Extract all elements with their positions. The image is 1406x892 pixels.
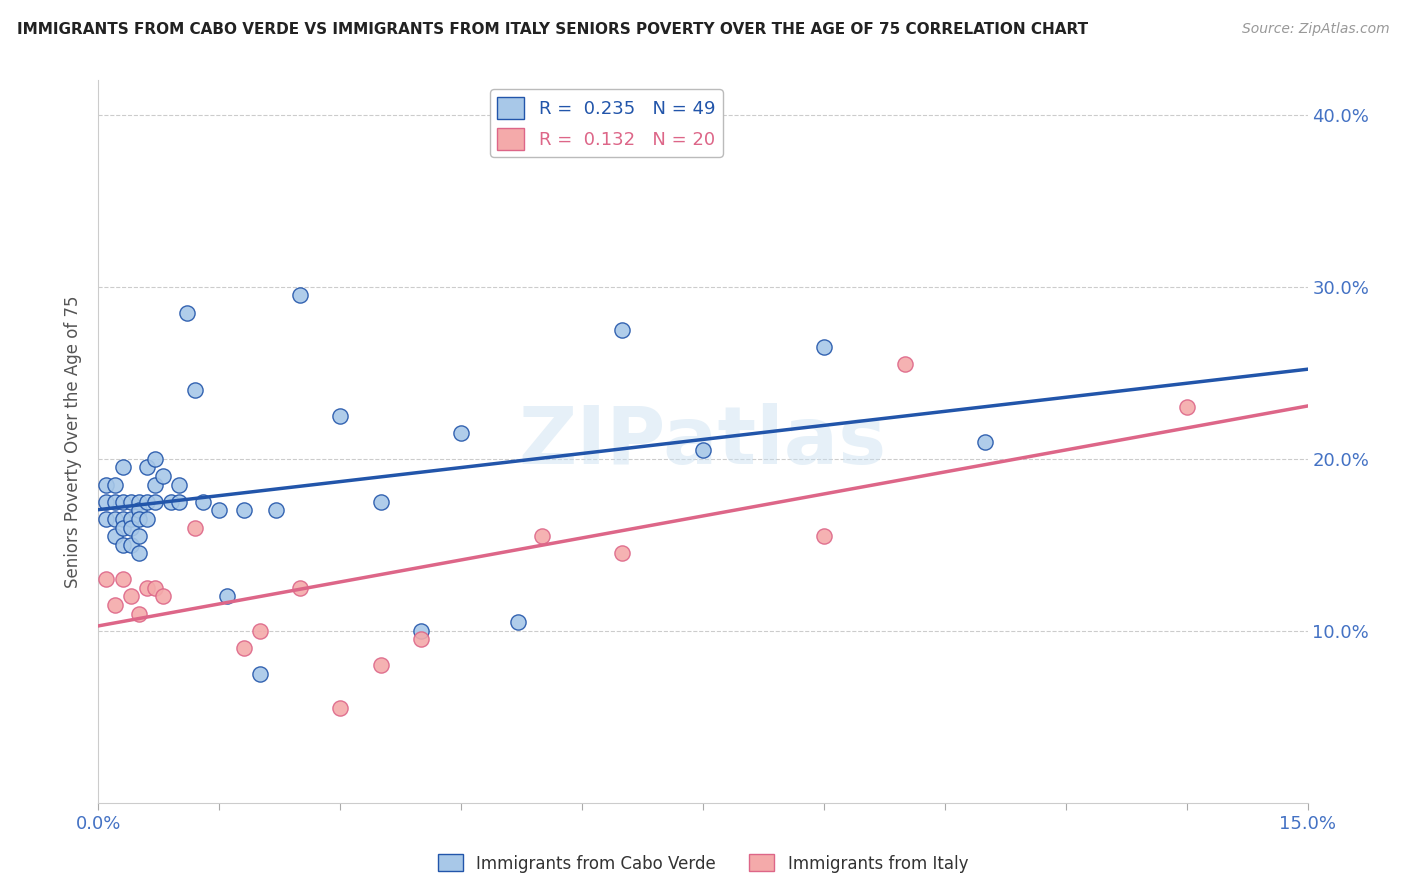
Point <box>692 443 714 458</box>
Point <box>152 469 174 483</box>
Text: Source: ZipAtlas.com: Source: ZipAtlas.com <box>1241 22 1389 37</box>
Point <box>111 538 134 552</box>
Point <box>103 512 125 526</box>
Point <box>120 520 142 534</box>
Point <box>128 512 150 526</box>
Point <box>813 529 835 543</box>
Legend: Immigrants from Cabo Verde, Immigrants from Italy: Immigrants from Cabo Verde, Immigrants f… <box>432 847 974 880</box>
Point <box>193 494 215 508</box>
Point <box>143 494 166 508</box>
Point <box>120 512 142 526</box>
Point <box>974 434 997 449</box>
Point <box>111 494 134 508</box>
Point <box>329 409 352 423</box>
Point <box>152 590 174 604</box>
Point <box>111 512 134 526</box>
Point <box>612 546 634 560</box>
Point <box>184 520 207 534</box>
Point <box>264 503 287 517</box>
Point <box>143 477 166 491</box>
Point <box>184 383 207 397</box>
Point <box>128 494 150 508</box>
Point <box>370 494 392 508</box>
Y-axis label: Seniors Poverty Over the Age of 75: Seniors Poverty Over the Age of 75 <box>65 295 83 588</box>
Point <box>232 503 254 517</box>
Point <box>249 666 271 681</box>
Point <box>208 503 231 517</box>
Point <box>143 581 166 595</box>
Point <box>111 520 134 534</box>
Point <box>813 340 835 354</box>
Point <box>506 615 529 630</box>
Point <box>450 425 472 440</box>
Point <box>96 512 118 526</box>
Point <box>111 572 134 586</box>
Point <box>409 632 432 647</box>
Point <box>103 598 125 612</box>
Point <box>96 572 118 586</box>
Point <box>217 590 239 604</box>
Point <box>160 494 183 508</box>
Point <box>329 701 352 715</box>
Point <box>143 451 166 466</box>
Point <box>128 546 150 560</box>
Point <box>232 640 254 655</box>
Point <box>135 512 157 526</box>
Point <box>128 503 150 517</box>
Point <box>128 607 150 621</box>
Point <box>135 460 157 475</box>
Point <box>530 529 553 543</box>
Point <box>96 477 118 491</box>
Point <box>288 288 311 302</box>
Point <box>370 658 392 673</box>
Point <box>111 460 134 475</box>
Point <box>128 529 150 543</box>
Point <box>120 538 142 552</box>
Point <box>103 494 125 508</box>
Point <box>135 581 157 595</box>
Point <box>103 529 125 543</box>
Point <box>612 323 634 337</box>
Legend: R =  0.235   N = 49, R =  0.132   N = 20: R = 0.235 N = 49, R = 0.132 N = 20 <box>491 89 723 157</box>
Text: ZIPatlas: ZIPatlas <box>519 402 887 481</box>
Point <box>288 581 311 595</box>
Point <box>409 624 432 638</box>
Point <box>96 494 118 508</box>
Point <box>135 494 157 508</box>
Text: IMMIGRANTS FROM CABO VERDE VS IMMIGRANTS FROM ITALY SENIORS POVERTY OVER THE AGE: IMMIGRANTS FROM CABO VERDE VS IMMIGRANTS… <box>17 22 1088 37</box>
Point <box>249 624 271 638</box>
Point <box>167 494 190 508</box>
Point <box>176 305 198 319</box>
Point <box>103 477 125 491</box>
Point <box>893 357 915 371</box>
Point <box>120 494 142 508</box>
Point <box>167 477 190 491</box>
Point <box>120 590 142 604</box>
Point <box>1175 400 1198 414</box>
